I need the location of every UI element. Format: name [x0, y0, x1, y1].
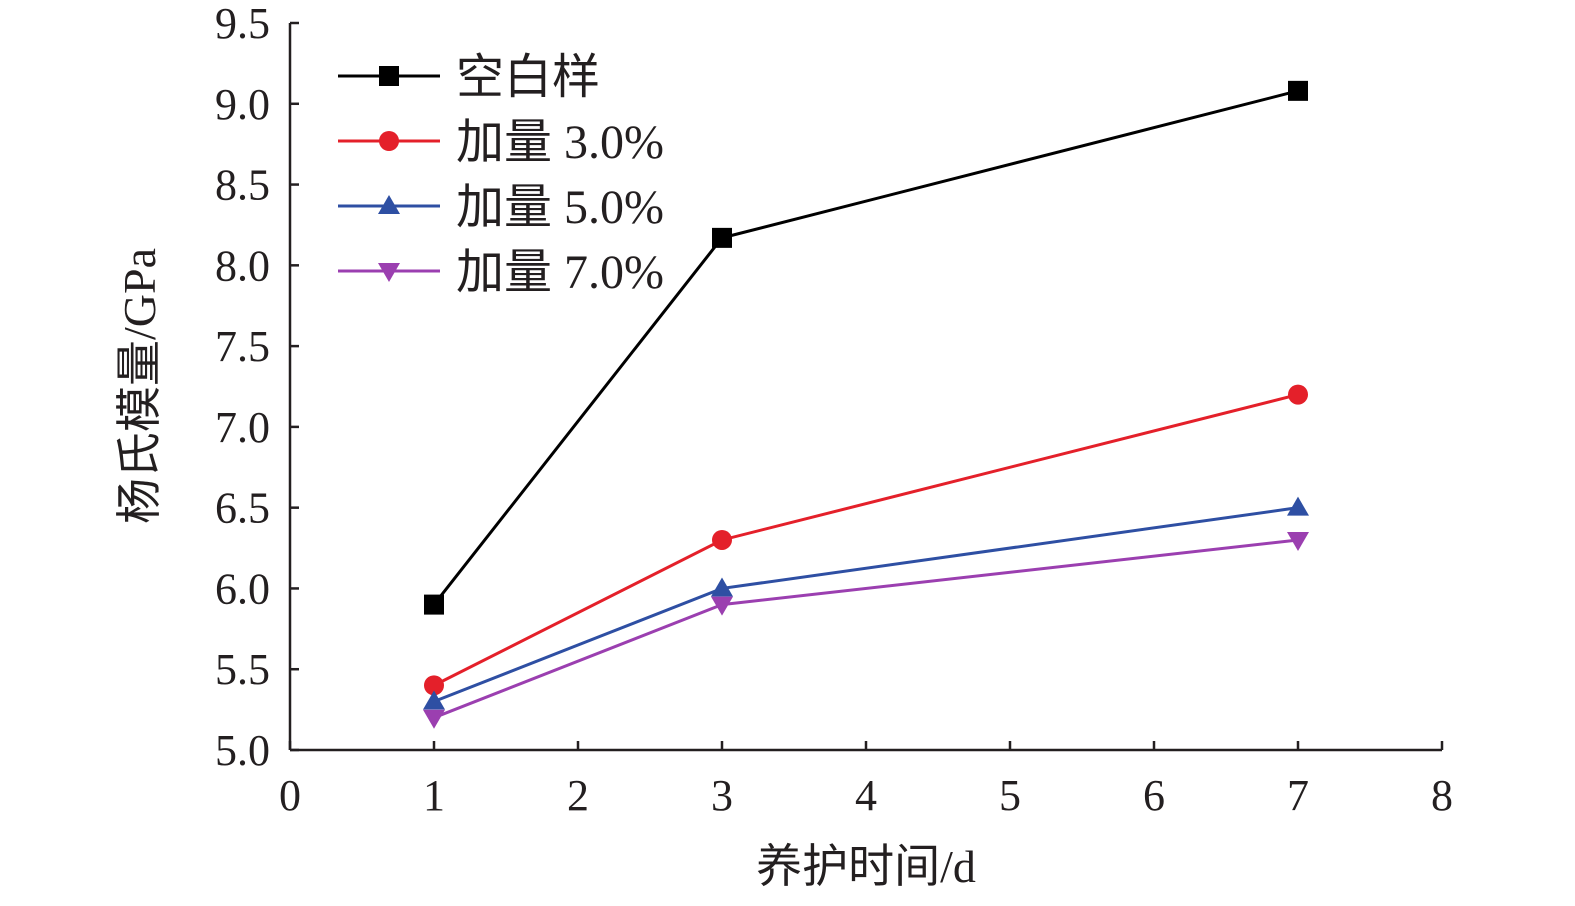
y-tick-label: 8.5 [215, 161, 270, 210]
y-tick-label: 8.0 [215, 241, 270, 290]
marker-circle [1288, 384, 1308, 405]
series-circle [424, 384, 1308, 696]
marker-triangle-down [423, 709, 445, 729]
legend-label: 空白样 [456, 51, 600, 104]
x-tick-label: 4 [855, 771, 877, 820]
y-tick-label: 5.0 [215, 726, 270, 775]
legend-label: 加量 7.0% [456, 246, 664, 299]
marker-square [379, 66, 399, 86]
y-tick-label: 9.5 [215, 0, 270, 48]
marker-triangle-up [711, 577, 733, 597]
series-group [423, 80, 1309, 729]
y-tick-label: 7.5 [215, 322, 270, 371]
x-tick-label: 5 [999, 771, 1021, 820]
marker-square [1288, 80, 1308, 101]
legend-item: 空白样 [338, 51, 600, 104]
legend-item: 加量 5.0% [338, 181, 664, 234]
marker-triangle-down [378, 263, 400, 282]
series-line [433, 538, 1299, 720]
marker-triangle-up [1287, 496, 1309, 516]
legend-item: 加量 3.0% [338, 116, 664, 169]
marker-circle [712, 529, 732, 550]
marker-triangle-up [423, 690, 445, 710]
marker-circle [424, 675, 444, 696]
x-tick-label: 1 [423, 771, 445, 820]
marker-square [712, 227, 732, 248]
marker-triangle-down [1287, 531, 1309, 551]
marker-circle [379, 131, 399, 151]
y-tick-label: 6.0 [215, 564, 270, 613]
marker-triangle-up [378, 195, 400, 214]
x-tick-label: 3 [711, 771, 733, 820]
y-axis-label: 杨氏模量/GPa [114, 248, 165, 524]
marker-square [424, 594, 444, 615]
y-tick-label: 5.5 [215, 645, 270, 694]
series-triangle-up [423, 496, 1309, 710]
y-tick-label: 7.0 [215, 403, 270, 452]
legend-label: 加量 3.0% [456, 116, 664, 169]
y-tick-label: 6.5 [215, 484, 270, 533]
series-square [424, 80, 1308, 615]
legend-label: 加量 5.0% [456, 181, 664, 234]
x-tick-label: 0 [279, 771, 301, 820]
x-tick-label: 7 [1287, 771, 1309, 820]
y-tick-label: 9.0 [215, 80, 270, 129]
series-line [433, 506, 1299, 703]
x-tick-label: 2 [567, 771, 589, 820]
x-tick-label: 8 [1431, 771, 1453, 820]
series-triangle-down [423, 531, 1309, 729]
axes: 0 1 2 3 4 5 6 7 8 5.0 5.5 6.0 6.5 7.0 7.5 8.0 8.5 9.0 9.5 [215, 0, 1453, 820]
legend-item: 加量 7.0% [338, 246, 664, 299]
marker-triangle-down [711, 596, 733, 616]
x-tick-label: 6 [1143, 771, 1165, 820]
x-axis-label: 养护时间/d [756, 841, 976, 892]
